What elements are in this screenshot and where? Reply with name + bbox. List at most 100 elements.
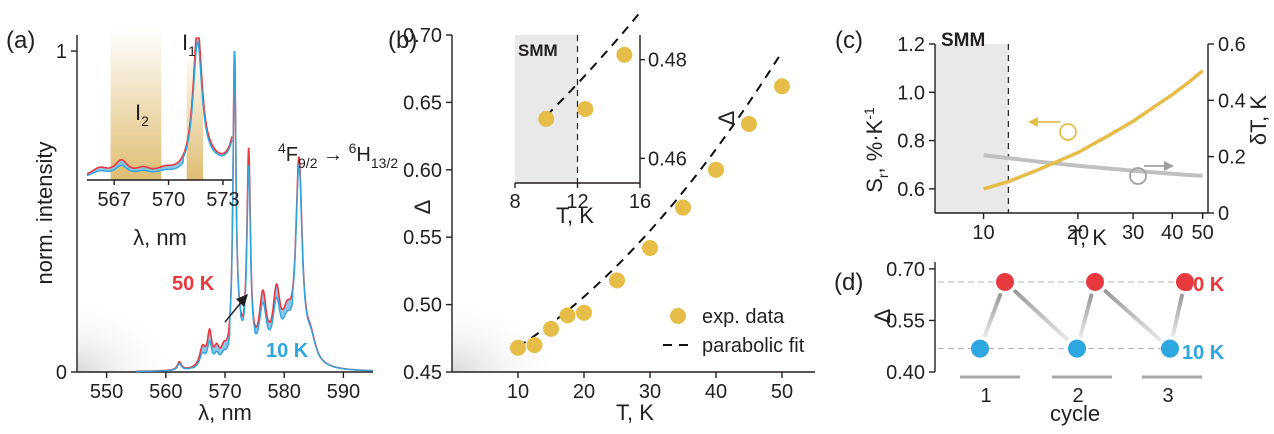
x-tick-label: 2: [1072, 385, 1083, 407]
panel-b-points: [510, 78, 790, 356]
y-tick-left-label: 1.0: [897, 82, 925, 104]
inset-x-tick-label: 570: [152, 189, 185, 211]
panel-a-inset: 567 570 573: [86, 28, 240, 211]
data-point: [576, 304, 592, 321]
y-tick-label: 0: [56, 362, 67, 384]
smm-inset-label: SMM: [518, 41, 558, 60]
y-tick-left-label: 0.6: [897, 179, 925, 201]
y-tick-right-label: 0.6: [1218, 34, 1246, 56]
x-tick-label: 550: [90, 381, 123, 403]
y-tick-label: 1: [56, 41, 67, 63]
delta-t-arrowhead: [1164, 161, 1174, 171]
panel-label-d: (d): [834, 269, 863, 296]
y-tick-label: 0.45: [403, 362, 442, 384]
legend-data-label: exp. data: [702, 306, 785, 328]
data-point: [609, 272, 625, 289]
inset-x-tick-label: 573: [206, 189, 239, 211]
panel-a-axes: 550 560 570 580 590 0 1: [56, 35, 373, 403]
y-tick-right-label: 0: [1218, 203, 1229, 225]
y-tick-label: 0.60: [403, 160, 442, 182]
data-point: [543, 320, 559, 337]
y-tick-label: 0.70: [886, 259, 925, 281]
y-tick-right-label: 0.2: [1218, 147, 1246, 169]
label-10k-d: 10 K: [1182, 342, 1225, 364]
panel-c-ylabel-right: δT, K: [1246, 95, 1271, 145]
panel-b-xlabel: T, K: [616, 400, 654, 425]
x-tick-label: 40: [705, 381, 727, 403]
x-tick-label: 580: [268, 381, 301, 403]
y-tick-label: 0.40: [886, 362, 925, 384]
panel-b-ylabel: Δ: [410, 199, 435, 214]
band-i1-label: I1: [182, 30, 196, 59]
panel-c: (c) 10 20 30 40 50 0.6 0.8 1.0 1.2 0 0.2 0.4 0.6 SMM…: [835, 27, 1271, 250]
inset-b-xlabel: T, K: [556, 203, 594, 228]
cold-point: [1161, 339, 1179, 358]
data-point: [675, 199, 691, 216]
cold-point: [1068, 339, 1086, 358]
data-point: [741, 115, 757, 132]
inset-b-ylabel: Δ: [714, 110, 739, 125]
inset-y-tick-label: 0.48: [648, 50, 687, 72]
data-point: [708, 161, 724, 178]
panel-b-inset: 8 12 16 0.46 0.48: [509, 11, 687, 213]
spectrum-10k-line: [136, 50, 373, 373]
hot-point: [996, 272, 1014, 291]
temperature-arrow: [224, 299, 244, 323]
inset-x-tick-label: 16: [629, 191, 651, 213]
data-point: [510, 339, 526, 356]
x-tick-label: 20: [1067, 222, 1089, 244]
panel-label-b: (b): [388, 27, 417, 54]
sr-line: [983, 69, 1204, 191]
inset-a-xlabel: λ, nm: [133, 225, 187, 250]
cycle-arrow: [1013, 289, 1069, 342]
band-i2: [110, 28, 162, 180]
smm-label: SMM: [941, 30, 985, 51]
temperature-arrowhead: [236, 294, 248, 307]
y-tick-left-label: 0.8: [897, 131, 925, 153]
panel-c-ylabel-left: Sr, %·K-1: [861, 107, 891, 193]
hot-point: [1176, 272, 1194, 291]
panel-d-cycle-arrows: [982, 289, 1184, 342]
data-point: [774, 78, 790, 95]
inset-data-point: [616, 46, 633, 63]
x-tick-label: 30: [1122, 222, 1144, 244]
x-tick-label: 1: [980, 385, 991, 407]
panel-c-axes: 10 20 30 40 50 0.6 0.8 1.0 1.2 0 0.2 0.4 0.6: [897, 34, 1246, 244]
data-point: [559, 307, 576, 324]
y-tick-label: 0.65: [403, 92, 442, 114]
delta-t-line: [983, 153, 1203, 178]
x-tick-label: 20: [573, 381, 595, 403]
y-tick-label: 0.50: [403, 295, 442, 317]
legend-data-marker: [670, 308, 686, 324]
y-tick-label: 0.70: [403, 25, 442, 47]
x-tick-label: 590: [327, 381, 360, 403]
x-tick-label: 10: [507, 381, 529, 403]
x-tick-label: 50: [1192, 222, 1214, 244]
panel-c-xlabel: T, K: [1069, 225, 1107, 250]
x-tick-label: 30: [639, 381, 661, 403]
x-tick-label: 3: [1162, 385, 1173, 407]
data-point: [526, 337, 543, 354]
inset-y-tick-label: 0.46: [648, 148, 687, 170]
transition-label: 4F9/2 → 6H13/2: [278, 140, 398, 171]
inset-x-tick-label: 567: [98, 189, 131, 211]
panel-a-xlabel: λ, nm: [198, 400, 252, 425]
corner-shade: [77, 300, 177, 372]
panel-d-points: [971, 272, 1194, 358]
hot-point: [1086, 272, 1104, 291]
inset-50k-line: [86, 37, 233, 175]
inset-10k-line: [86, 41, 233, 177]
y-tick-label: 0.55: [886, 310, 925, 332]
panel-d-axes: 0.40 0.55 0.70 1 2 3: [886, 259, 1202, 407]
inset-x-tick-label: 12: [566, 191, 588, 213]
inset-fit-line: [545, 11, 641, 117]
inset-data-point: [538, 110, 555, 127]
x-tick-label: 560: [149, 381, 182, 403]
panel-label-a: (a): [6, 27, 35, 54]
cycle-arrow: [1171, 293, 1184, 337]
panel-d: (d) 0.40 0.55 0.70 1 2 3 50 K 10 K cycle Δ: [834, 259, 1225, 426]
panel-a: (a) 550 560 570 580 590 0 1 λ, nm norm. intens…: [6, 27, 398, 425]
x-tick-label: 40: [1161, 222, 1183, 244]
y-tick-label: 0.55: [403, 227, 442, 249]
